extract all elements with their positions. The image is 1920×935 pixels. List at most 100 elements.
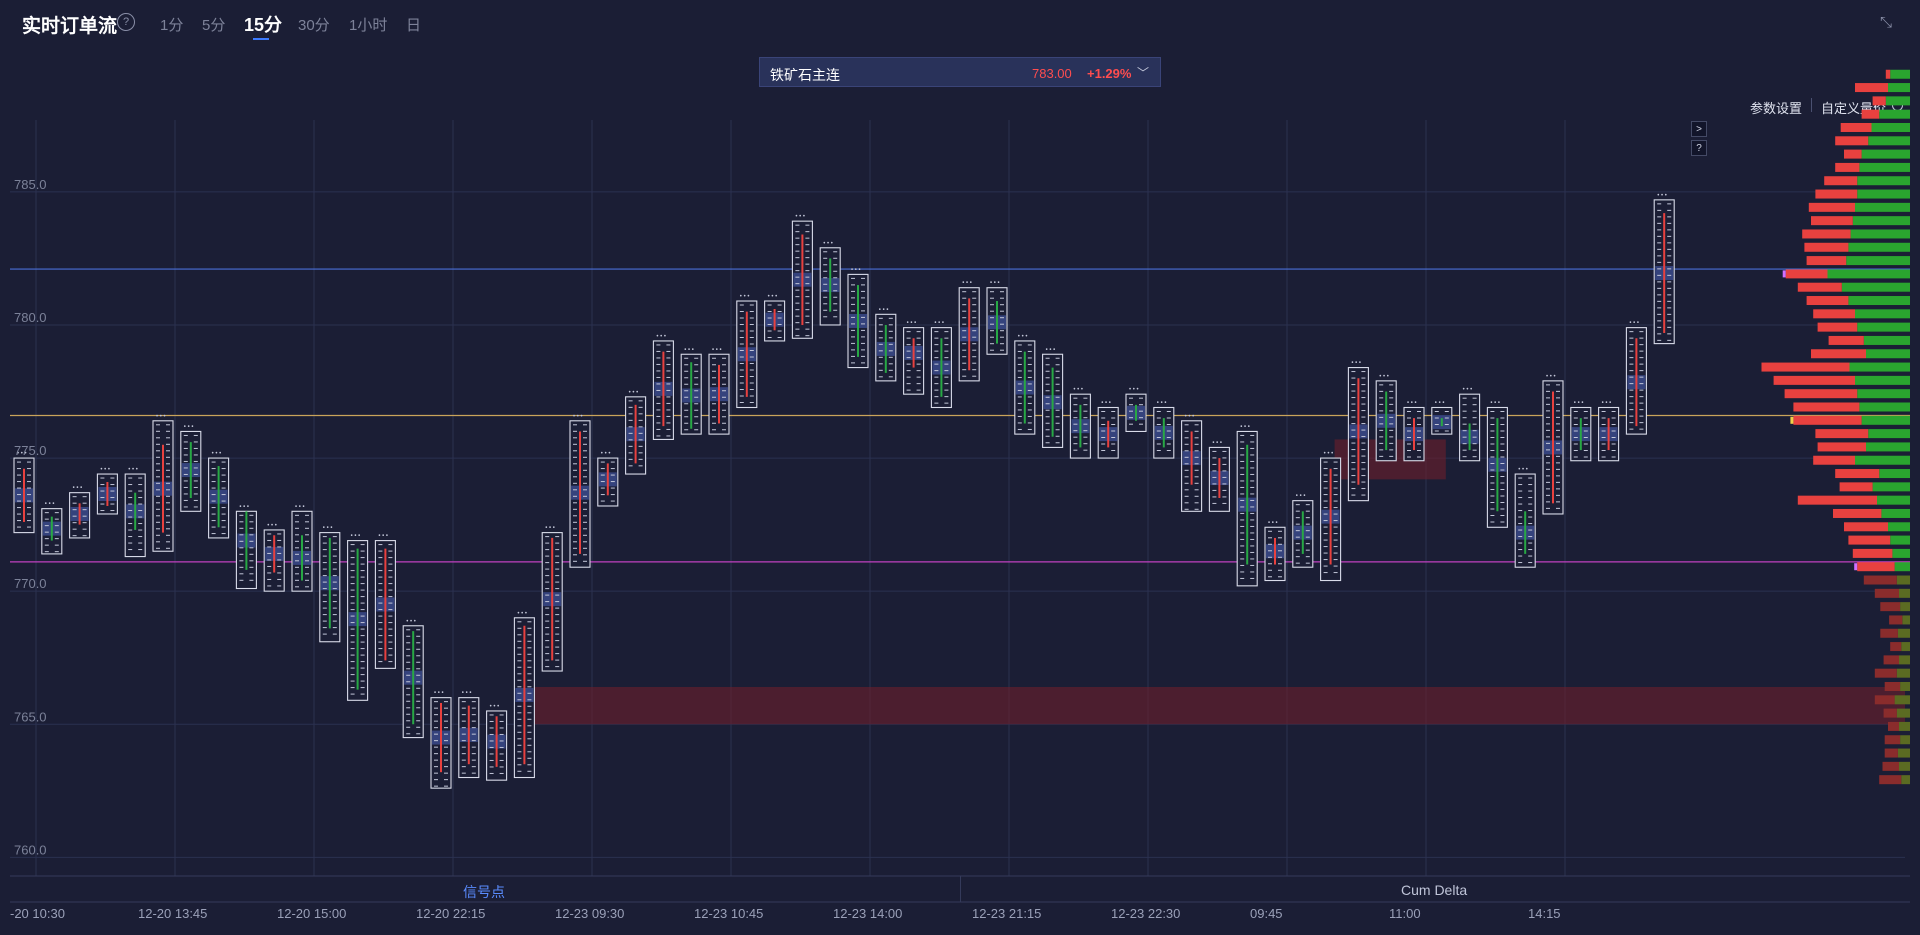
footprint-candle: • • • (374, 534, 396, 669)
profile-buy-bar (1879, 469, 1910, 479)
profile-sell-bar (1797, 495, 1877, 505)
chart-help-button[interactable]: ? (1691, 140, 1707, 156)
profile-sell-bar (1815, 429, 1869, 439)
help-circle-icon[interactable]: ? (117, 13, 135, 31)
tab-timeframe-day[interactable]: 日 (406, 17, 422, 34)
collapse-icon[interactable]: ⤡ (1880, 14, 1893, 31)
profile-sell-bar (1784, 389, 1858, 399)
profile-sell-bar (1813, 309, 1855, 319)
tab-cum-delta[interactable]: Cum Delta (1401, 882, 1468, 898)
footprint-candle: • • • (569, 414, 591, 568)
x-tick-label: 12-20 22:15 (416, 906, 485, 921)
footprint-candle: • • • (1208, 440, 1230, 512)
profile-sell-bar (1885, 69, 1891, 79)
footprint-candle: • • • (1486, 400, 1508, 528)
profile-buy-bar (1866, 349, 1910, 359)
symbol-selector[interactable]: 铁矿石主连 783.00 +1.29% ﹀ (759, 57, 1161, 87)
candle-header: • • • (990, 281, 1000, 287)
symbol-change: +1.29% (1087, 66, 1132, 81)
footprint-candle: • • • (1014, 334, 1036, 435)
tab-divider (960, 876, 961, 902)
candle-header: • • • (1268, 520, 1278, 526)
params-settings-link[interactable]: 参数设置 (1750, 101, 1803, 116)
footprint-candle: • • • (875, 307, 897, 382)
x-tick-label: 12-23 22:30 (1111, 906, 1180, 921)
footprint-candle: • • • (1570, 400, 1592, 462)
footprint-candle: • • • (96, 467, 118, 515)
footprint-candle: • • • (152, 414, 174, 552)
footprint-candle: • • • (319, 526, 341, 643)
profile-buy-bar (1841, 282, 1910, 292)
toolbar-divider (1811, 98, 1812, 112)
profile-buy-bar (1901, 775, 1910, 785)
profile-sell-bar (1889, 615, 1903, 625)
profile-sell-bar (1817, 322, 1858, 332)
candle-header: • • • (823, 241, 833, 247)
profile-marker (1790, 416, 1794, 424)
candle-header: • • • (434, 691, 444, 697)
footprint-candle: • • • (791, 214, 813, 339)
profile-sell-bar (1888, 721, 1899, 731)
profile-buy-bar (1859, 402, 1910, 412)
footprint-candle: • • • (263, 523, 285, 592)
profile-buy-bar (1897, 748, 1910, 758)
footprint-candle: • • • (1403, 400, 1425, 462)
active-tab-indicator (253, 38, 269, 40)
profile-sell-bar (1883, 655, 1899, 665)
profile-sell-bar (1852, 548, 1893, 558)
candle-header: • • • (656, 334, 666, 340)
footprint-candle: • • • (652, 334, 674, 440)
tab-timeframe-1hour[interactable]: 1小时 (349, 17, 388, 34)
chevron-down-icon[interactable]: ﹀ (1137, 66, 1150, 80)
chart-grid (10, 120, 1910, 903)
profile-buy-bar (1877, 495, 1910, 505)
profile-buy-bar (1859, 162, 1910, 172)
candle-header: • • • (212, 451, 222, 457)
profile-sell-bar (1839, 482, 1873, 492)
y-tick-label: 770.0 (14, 576, 47, 591)
profile-sell-bar (1857, 562, 1895, 572)
profile-sell-bar (1785, 269, 1828, 279)
x-tick-label: 12-23 10:45 (694, 906, 763, 921)
footprint-candle: • • • (1320, 451, 1342, 582)
expand-panel-button[interactable]: > (1691, 121, 1707, 137)
candle-header: • • • (629, 390, 639, 396)
profile-sell-bar (1872, 96, 1886, 106)
y-tick-label: 760.0 (14, 842, 47, 857)
candle-header: • • • (907, 321, 917, 327)
footprint-candle: • • • (1653, 193, 1675, 345)
profile-sell-bar (1797, 282, 1842, 292)
y-tick-label: 785.0 (14, 177, 47, 192)
candle-header: • • • (545, 526, 555, 532)
profile-buy-bar (1863, 335, 1910, 345)
profile-buy-bar (1899, 588, 1910, 598)
candle-header: • • • (462, 691, 472, 697)
candle-header: • • • (351, 534, 361, 540)
profile-buy-bar (1899, 761, 1910, 771)
tab-timeframe-5min[interactable]: 5分 (202, 17, 226, 34)
candle-header: • • • (1546, 374, 1556, 380)
tab-timeframe-1min[interactable]: 1分 (160, 17, 184, 34)
x-tick-label: 11:00 (1389, 906, 1421, 921)
tab-signal-points[interactable]: 信号点 (463, 884, 505, 900)
footprint-candle: • • • (1542, 374, 1564, 515)
profile-buy-bar (1900, 735, 1910, 745)
profile-sell-bar (1806, 296, 1849, 306)
profile-sell-bar (1811, 216, 1853, 226)
profile-buy-bar (1866, 442, 1910, 452)
profile-buy-bar (1846, 256, 1910, 266)
profile-sell-bar (1802, 229, 1851, 239)
footprint-candle: • • • (1375, 374, 1397, 462)
candle-header: • • • (100, 467, 110, 473)
profile-sell-bar (1884, 748, 1898, 758)
tab-timeframe-30min[interactable]: 30分 (298, 17, 330, 34)
footprint-candle: • • • (958, 281, 980, 382)
chart-zones (528, 439, 1905, 725)
footprint-candle: • • • (1598, 400, 1620, 462)
footprint-candle: • • • (1125, 387, 1147, 433)
profile-buy-bar (1888, 522, 1910, 532)
profile-buy-bar (1900, 682, 1910, 691)
footprint-candle: • • • (819, 241, 841, 326)
tab-timeframe-15min[interactable]: 15分 (244, 15, 283, 35)
